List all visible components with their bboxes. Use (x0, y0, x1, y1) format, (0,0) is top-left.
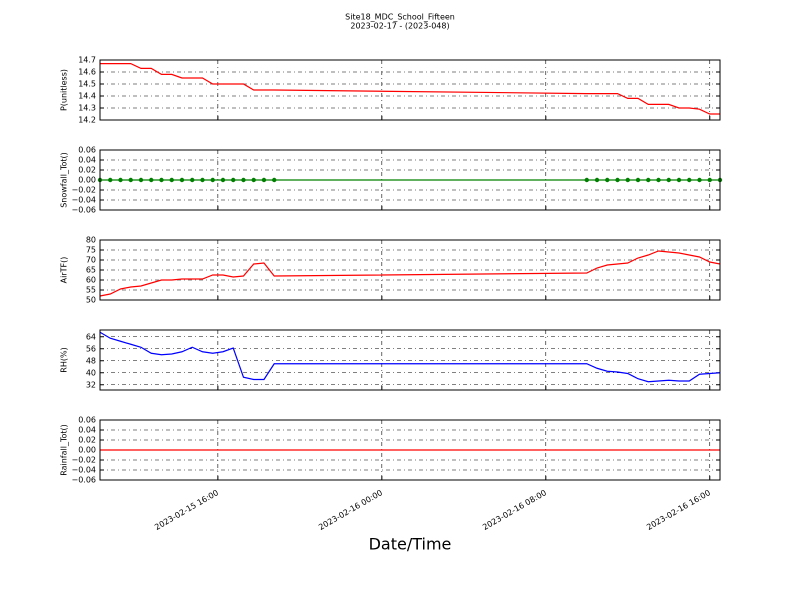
y-tick-label: 14.3 (78, 104, 96, 113)
y-tick-label: 60 (86, 276, 96, 285)
y-tick-label: −0.06 (71, 476, 96, 485)
data-point (138, 177, 144, 183)
y-tick-label: 14.5 (78, 80, 96, 89)
data-point (118, 177, 123, 183)
y-tick-label: 70 (86, 256, 96, 265)
data-point (594, 177, 600, 183)
y-tick-label: 40 (86, 368, 96, 377)
data-point (676, 177, 682, 183)
y-tick-label: −0.02 (71, 186, 96, 195)
data-point (210, 177, 215, 183)
data-line (100, 63, 720, 115)
data-point (108, 177, 113, 183)
data-point (625, 177, 630, 183)
data-point (251, 177, 256, 183)
data-point (128, 177, 133, 183)
y-tick-label: 64 (86, 332, 96, 341)
y-tick-label: 48 (86, 356, 96, 365)
y-axis-label: P(unitless) (60, 69, 69, 111)
data-point (261, 177, 267, 183)
data-point (666, 177, 671, 183)
y-tick-label: −0.02 (71, 456, 96, 465)
data-point (149, 177, 154, 183)
data-line (99, 250, 721, 297)
data-point (584, 177, 589, 183)
y-tick-label: 0.04 (78, 426, 96, 435)
y-tick-label: 14.7 (78, 56, 96, 65)
data-point (656, 177, 661, 183)
data-point (635, 177, 641, 183)
data-point (179, 177, 185, 183)
y-tick-label: 0.02 (78, 436, 96, 445)
chart-title: Site18_MDC_School_Fifteen (345, 13, 455, 22)
data-point (220, 177, 226, 183)
y-tick-label: 56 (86, 344, 96, 353)
x-axis-label: Date/Time (369, 535, 452, 554)
y-tick-label: 0.02 (78, 166, 96, 175)
y-tick-label: 50 (86, 296, 96, 305)
data-point (615, 177, 620, 183)
data-point (169, 177, 174, 183)
axes-frame (99, 419, 721, 481)
y-axis-label: Snowfall_Tot() (60, 152, 69, 208)
y-tick-label: −0.06 (71, 206, 96, 215)
y-tick-label: 55 (86, 286, 96, 295)
axes-frame (99, 329, 721, 391)
data-line (99, 331, 721, 383)
y-tick-label: 0.06 (78, 416, 96, 425)
data-point (687, 177, 692, 183)
y-tick-label: 65 (86, 266, 96, 275)
y-axis-label: AirTF() (60, 257, 69, 284)
data-point (231, 177, 236, 183)
y-tick-label: 14.2 (78, 116, 96, 125)
axes-frame (99, 59, 721, 121)
y-tick-label: −0.04 (71, 466, 96, 475)
data-point (200, 177, 205, 183)
y-tick-label: 80 (86, 236, 96, 245)
data-point (707, 177, 712, 183)
y-tick-label: 0.06 (78, 146, 96, 155)
axes-frame (99, 149, 721, 211)
y-tick-label: 32 (86, 380, 96, 389)
y-tick-label: 0.04 (78, 156, 96, 165)
y-tick-label: −0.04 (71, 196, 96, 205)
data-point (159, 177, 164, 183)
data-point (697, 177, 702, 183)
data-point (605, 177, 610, 183)
data-point (272, 177, 277, 183)
y-tick-label: 14.6 (78, 68, 96, 77)
y-axis-label: RH(%) (60, 347, 69, 372)
y-tick-label: 75 (86, 246, 96, 255)
y-tick-label: 14.4 (78, 92, 96, 101)
chart-subtitle: 2023-02-17 - (2023-048) (350, 22, 449, 31)
data-point (646, 177, 651, 183)
data-point (190, 177, 195, 183)
y-axis-label: Rainfall_Tot() (60, 424, 69, 476)
data-point (241, 177, 246, 183)
y-tick-label: 0.00 (78, 176, 96, 185)
y-tick-label: 0.00 (78, 446, 96, 455)
axes-frame (99, 239, 721, 301)
